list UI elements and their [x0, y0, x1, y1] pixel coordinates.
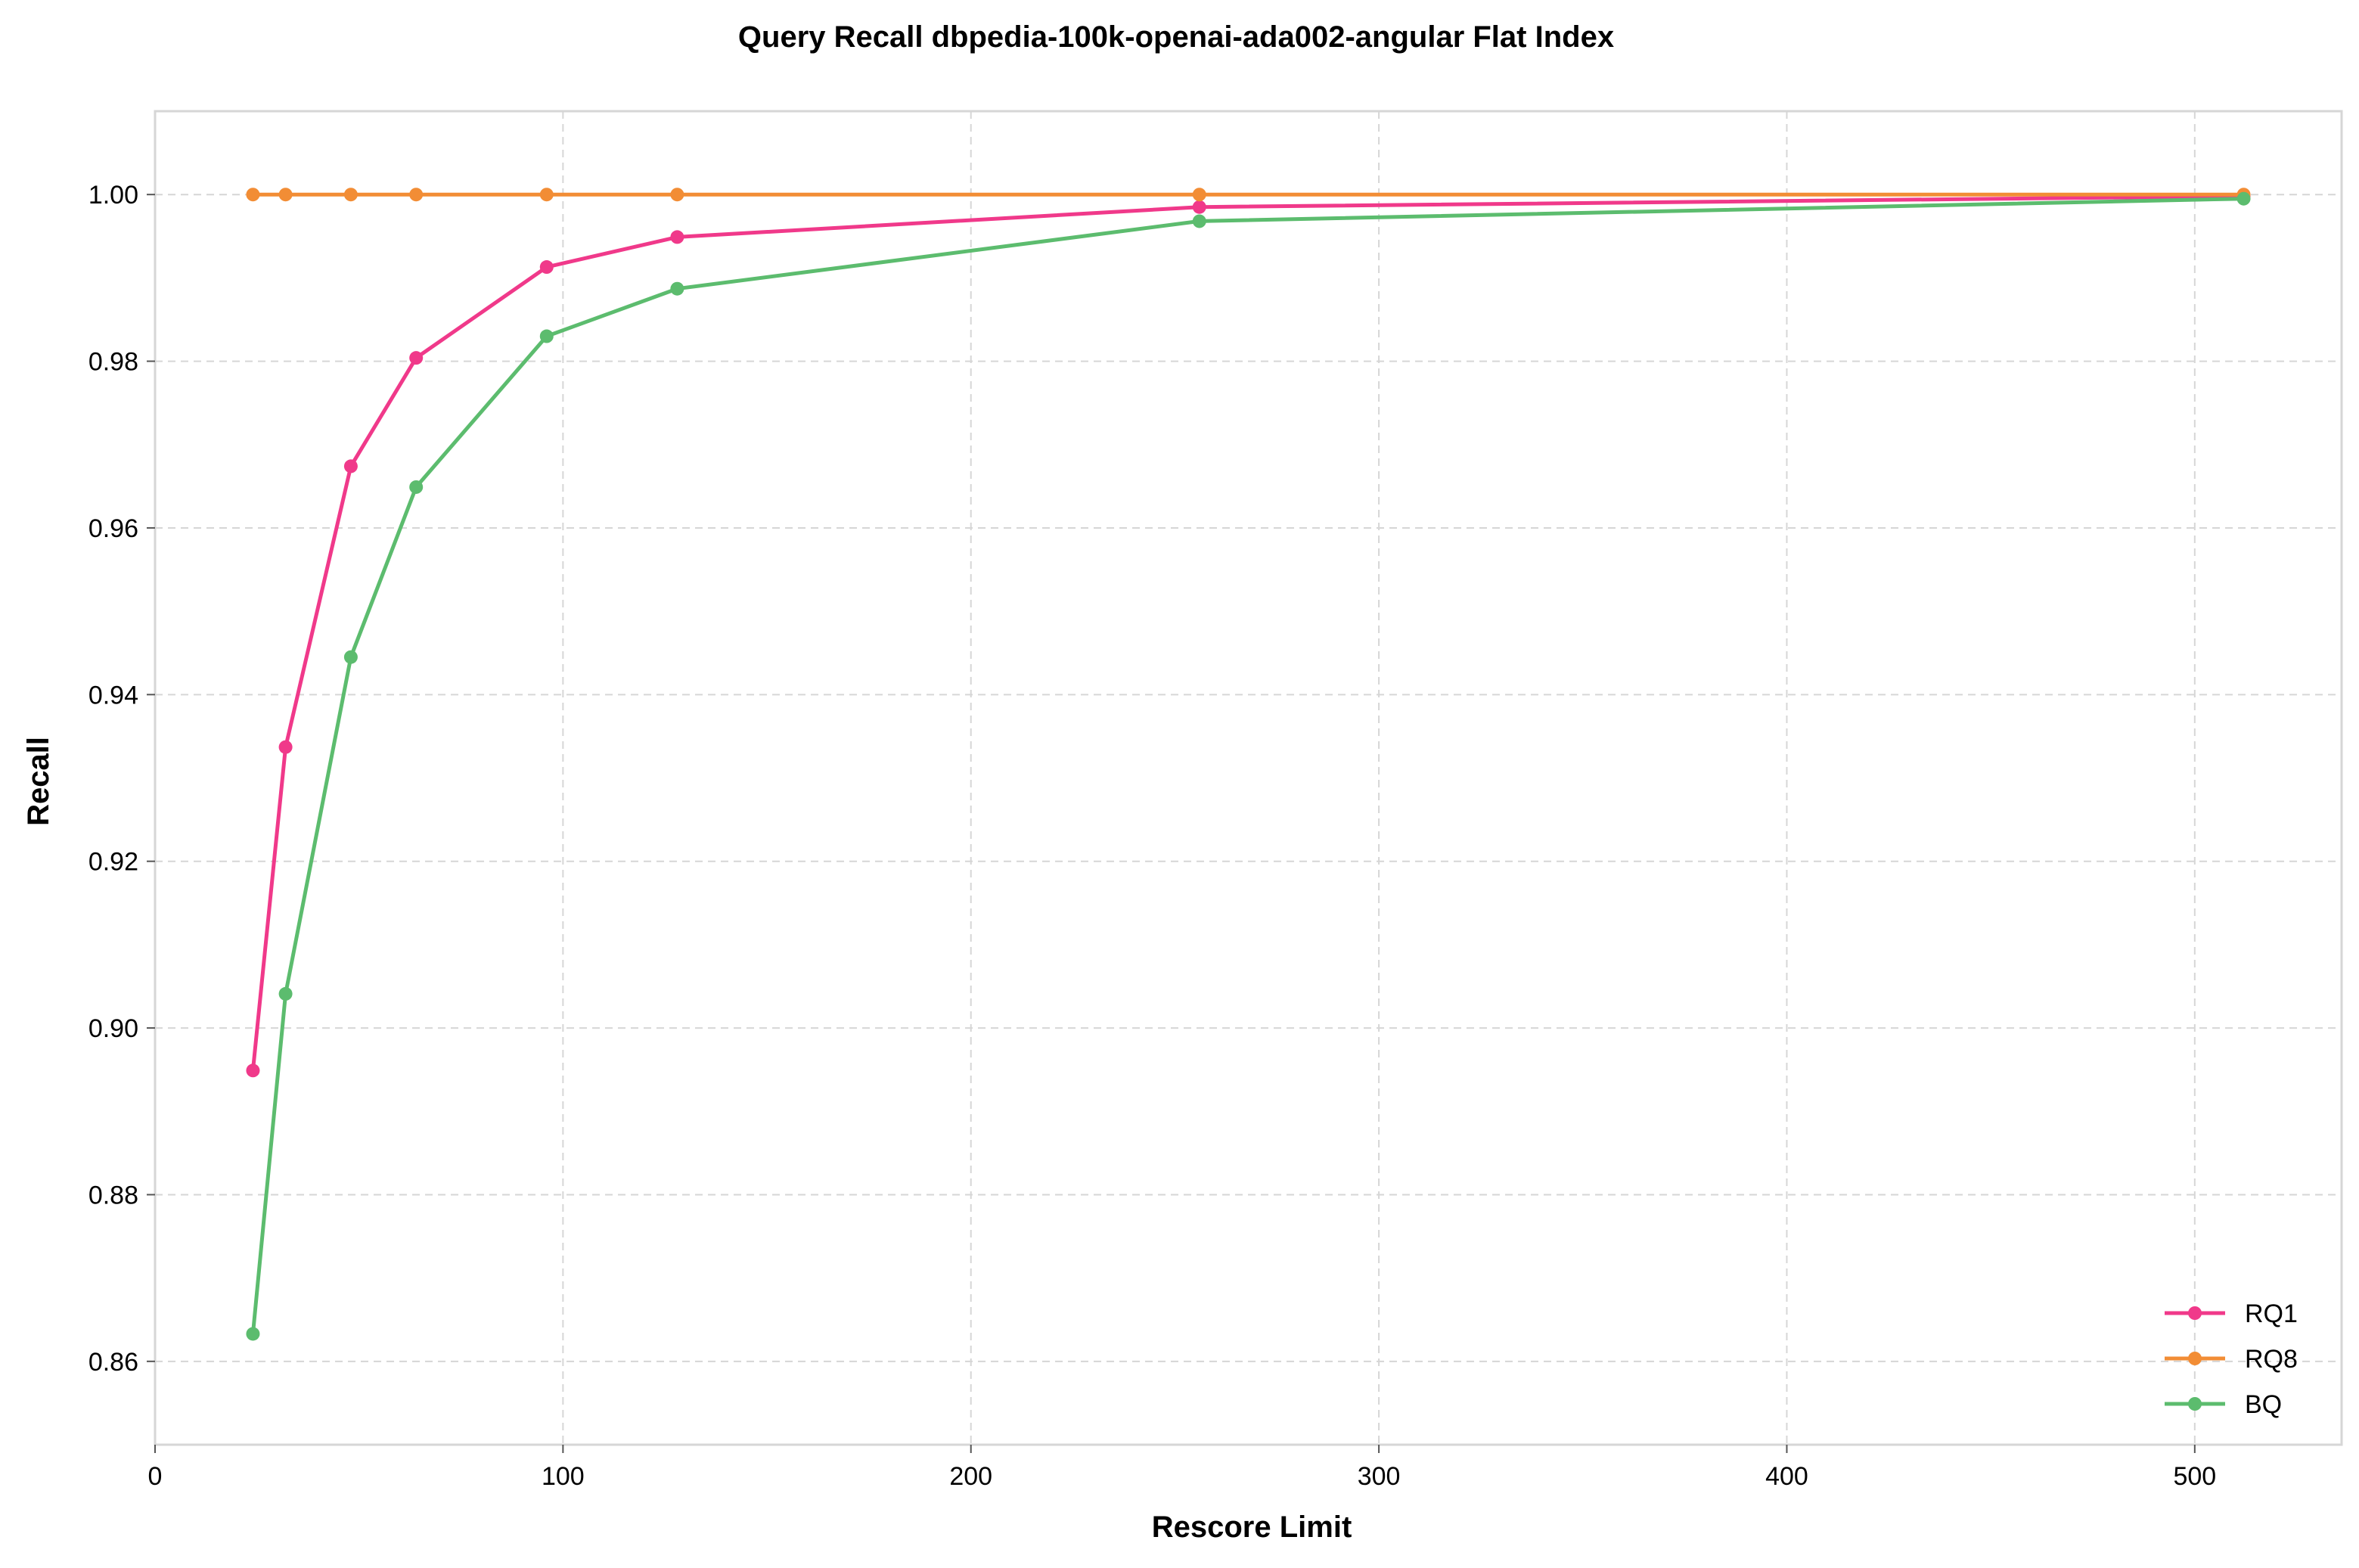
- data-point-bq: [670, 281, 684, 296]
- data-point-rq8: [1192, 188, 1206, 202]
- y-axis-label: Recall: [22, 737, 55, 826]
- y-tick-label: 1.00: [88, 181, 138, 210]
- y-tick-label: 0.98: [88, 348, 138, 377]
- data-point-rq1: [1192, 200, 1206, 214]
- series-bq: [246, 191, 2251, 1341]
- legend-item-rq8: RQ8: [2165, 1345, 2298, 1374]
- x-tick-label: 100: [542, 1462, 585, 1491]
- data-point-bq: [409, 480, 424, 494]
- y-tick-label: 0.94: [88, 681, 138, 709]
- data-point-rq1: [409, 351, 424, 365]
- data-point-rq1: [246, 1063, 260, 1078]
- data-point-bq: [246, 1327, 260, 1341]
- data-point-rq1: [539, 260, 554, 275]
- data-point-rq8: [539, 188, 554, 202]
- legend-label: BQ: [2245, 1390, 2282, 1419]
- y-tick-label: 0.96: [88, 514, 138, 543]
- x-tick-label: 300: [1358, 1462, 1401, 1491]
- x-tick-label: 0: [148, 1462, 163, 1491]
- data-point-bq: [539, 329, 554, 343]
- legend-marker: [2188, 1397, 2202, 1411]
- data-point-bq: [2236, 191, 2251, 206]
- data-point-rq1: [343, 459, 358, 474]
- series-line-bq: [250, 197, 2246, 1336]
- data-point-bq: [1192, 214, 1206, 228]
- data-point-bq: [278, 986, 293, 1001]
- y-tick-label: 0.86: [88, 1348, 138, 1377]
- legend-marker: [2188, 1306, 2202, 1320]
- x-tick-label: 200: [949, 1462, 992, 1491]
- x-tick-label: 500: [2173, 1462, 2216, 1491]
- legend-label: RQ8: [2245, 1345, 2298, 1374]
- chart-title: Query Recall dbpedia-100k-openai-ada002-…: [738, 20, 1614, 54]
- data-point-rq8: [278, 188, 293, 202]
- legend-item-bq: BQ: [2165, 1390, 2282, 1419]
- data-point-rq8: [343, 188, 358, 202]
- y-tick-label: 0.88: [88, 1181, 138, 1209]
- legend-label: RQ1: [2245, 1299, 2298, 1328]
- legend-marker: [2188, 1352, 2202, 1365]
- legend-item-rq1: RQ1: [2165, 1299, 2298, 1328]
- x-axis-label: Rescore Limit: [1152, 1511, 1352, 1544]
- data-point-rq8: [670, 188, 684, 202]
- x-tick-label: 400: [1765, 1462, 1808, 1491]
- data-point-rq1: [278, 740, 293, 754]
- plot-area-frame: [154, 110, 2343, 1446]
- series-lines: [246, 188, 2251, 1341]
- data-point-bq: [343, 650, 358, 664]
- y-tick-label: 0.90: [88, 1014, 138, 1043]
- y-tick-label: 0.92: [88, 848, 138, 877]
- data-point-rq8: [409, 188, 424, 202]
- series-line-rq1: [250, 194, 2246, 1073]
- legend: RQ1 RQ8 BQ: [2165, 1299, 2298, 1419]
- axis-ticks: 0 100 200 300 400 500 0.86 0.88 0.90 0.92 0.94 0.96…: [88, 181, 2216, 1491]
- data-point-rq8: [246, 188, 260, 202]
- data-point-rq1: [670, 230, 684, 244]
